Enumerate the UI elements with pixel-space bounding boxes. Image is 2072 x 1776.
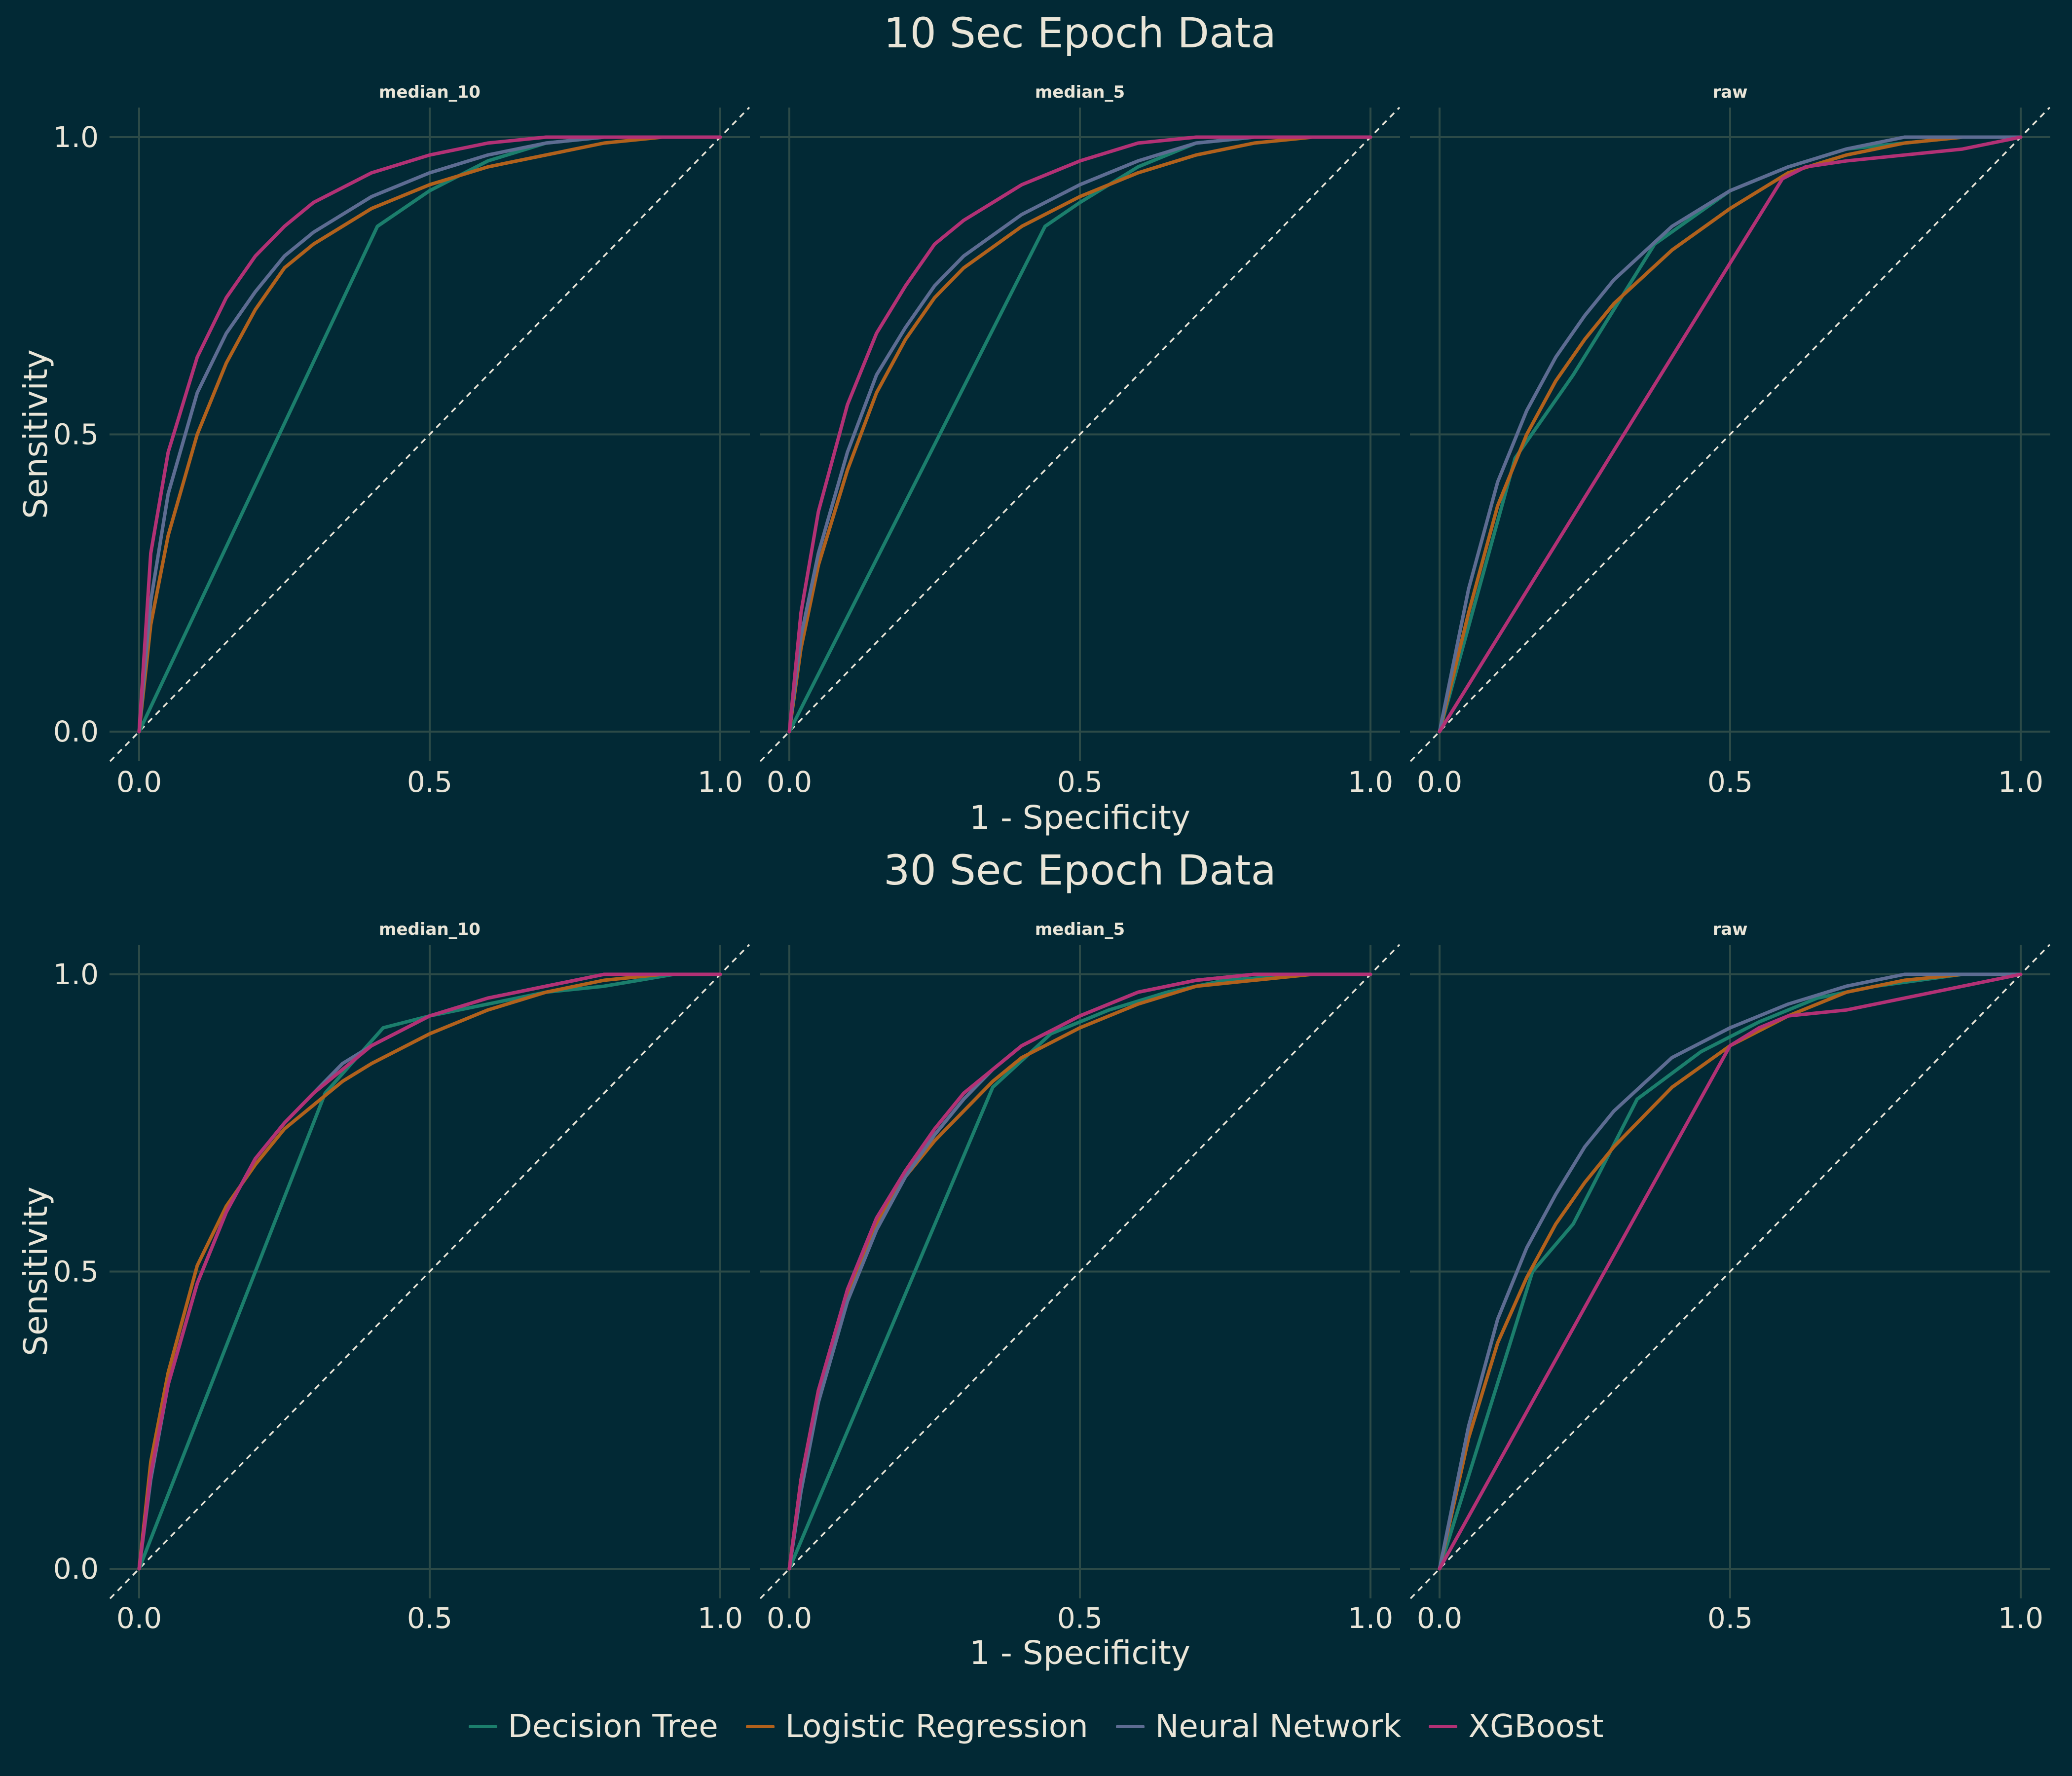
series-line-xgboost <box>137 135 722 734</box>
series-line-logistic-regression <box>1438 972 2023 1571</box>
series-line-neural-network <box>137 135 722 734</box>
panel-title: median_10 <box>379 82 481 102</box>
series-line-xgboost <box>787 972 1372 1571</box>
x-tick-label: 1.0 <box>1348 1601 1393 1635</box>
series-line-neural-network <box>1438 135 2023 734</box>
y-axis-label: Sensitivity <box>17 349 55 519</box>
series-line-decision-tree <box>137 972 722 1571</box>
x-tick-label: 1.0 <box>1998 1601 2043 1635</box>
legend-label-xgboost: XGBoost <box>1468 1708 1604 1745</box>
panel-median-10: median_10 0.0 0.5 1.0 0.0 0.5 1.0 <box>53 82 750 799</box>
panel-raw: raw 0.0 0.5 1.0 <box>1409 82 2051 799</box>
y-tick-label: 1.0 <box>53 958 99 991</box>
legend-item-logistic-regression: Logistic Regression <box>745 1708 1088 1745</box>
series-line-logistic-regression <box>787 135 1372 734</box>
x-tick-label: 0.5 <box>1057 765 1103 799</box>
panel-median-5: median_5 0.0 0.5 1.0 <box>759 920 1401 1635</box>
legend-key-decision-tree <box>468 1725 497 1728</box>
x-tick-label: 0.5 <box>407 1601 452 1635</box>
x-tick-label: 0.5 <box>407 765 452 799</box>
y-axis-label: Sensitivity <box>17 1186 55 1356</box>
x-tick-label: 1.0 <box>1348 765 1393 799</box>
series-line-logistic-regression <box>137 135 722 734</box>
panel-title: median_5 <box>1035 920 1125 939</box>
diagonal-reference-line <box>759 107 1401 762</box>
chart-title: 10 Sec Epoch Data <box>884 9 1276 57</box>
series-line-neural-network <box>1438 972 2023 1571</box>
series-line-logistic-regression <box>1438 135 2023 734</box>
diagonal-reference-line <box>109 107 750 762</box>
x-tick-label: 0.0 <box>1417 765 1462 799</box>
y-tick-label: 0.0 <box>53 1552 99 1586</box>
diagonal-reference-line <box>109 944 750 1599</box>
y-tick-label: 1.0 <box>53 120 99 154</box>
legend-item-decision-tree: Decision Tree <box>468 1708 718 1745</box>
legend-item-xgboost: XGBoost <box>1429 1708 1603 1745</box>
x-tick-label: 0.5 <box>1057 1601 1103 1635</box>
chart-title: 30 Sec Epoch Data <box>884 846 1276 894</box>
panel-title: median_10 <box>379 920 481 939</box>
y-tick-label: 0.5 <box>53 418 99 451</box>
x-tick-label: 0.5 <box>1707 765 1753 799</box>
diagonal-reference-line <box>1409 107 2051 762</box>
series-line-neural-network <box>787 135 1372 734</box>
y-tick-label: 0.5 <box>53 1255 99 1289</box>
diagonal-reference-line <box>1409 944 2051 1599</box>
x-tick-label: 1.0 <box>698 1601 743 1635</box>
chart-block-2: 30 Sec Epoch Data median_10 0.0 0.5 1.0 0.0 0.… <box>17 846 2051 1672</box>
panel-median-10: median_10 0.0 0.5 1.0 0.0 0.5 1.0 <box>53 920 750 1635</box>
x-tick-label: 0.0 <box>116 1601 162 1635</box>
panel-raw: raw 0.0 0.5 1.0 <box>1409 920 2051 1635</box>
x-tick-label: 1.0 <box>698 765 743 799</box>
x-axis-label: 1 - Specificity <box>969 799 1190 837</box>
x-tick-label: 0.0 <box>1417 1601 1462 1635</box>
legend-key-neural-network <box>1115 1725 1145 1728</box>
panel-title: raw <box>1712 82 1747 102</box>
x-tick-label: 1.0 <box>1998 765 2043 799</box>
series-line-xgboost <box>787 135 1372 734</box>
x-tick-label: 0.0 <box>767 765 812 799</box>
legend-label-decision-tree: Decision Tree <box>508 1708 718 1745</box>
panel-title: median_5 <box>1035 82 1125 102</box>
x-axis-label: 1 - Specificity <box>969 1634 1190 1672</box>
x-tick-label: 0.5 <box>1707 1601 1753 1635</box>
legend-label-neural-network: Neural Network <box>1155 1708 1402 1745</box>
panel-title: raw <box>1712 920 1747 939</box>
diagonal-reference-line <box>759 944 1401 1599</box>
series-line-xgboost <box>137 972 722 1571</box>
legend-key-logistic-regression <box>745 1725 775 1728</box>
series-line-logistic-regression <box>137 972 722 1571</box>
series-line-xgboost <box>1438 972 2023 1571</box>
legend-label-logistic-regression: Logistic Regression <box>785 1708 1088 1745</box>
series-line-xgboost <box>1438 135 2023 734</box>
legend-key-xgboost <box>1429 1725 1458 1728</box>
panel-median-5: median_5 0.0 0.5 1.0 <box>759 82 1401 799</box>
legend-item-neural-network: Neural Network <box>1115 1708 1402 1745</box>
x-tick-label: 0.0 <box>116 765 162 799</box>
x-tick-label: 0.0 <box>767 1601 812 1635</box>
chart-block-1: 10 Sec Epoch Data median_10 0.0 0.5 1.0 0.0 0.… <box>17 9 2051 837</box>
y-tick-label: 0.0 <box>53 715 99 748</box>
legend: Decision Tree Logistic Regression Neural… <box>0 1697 2072 1756</box>
